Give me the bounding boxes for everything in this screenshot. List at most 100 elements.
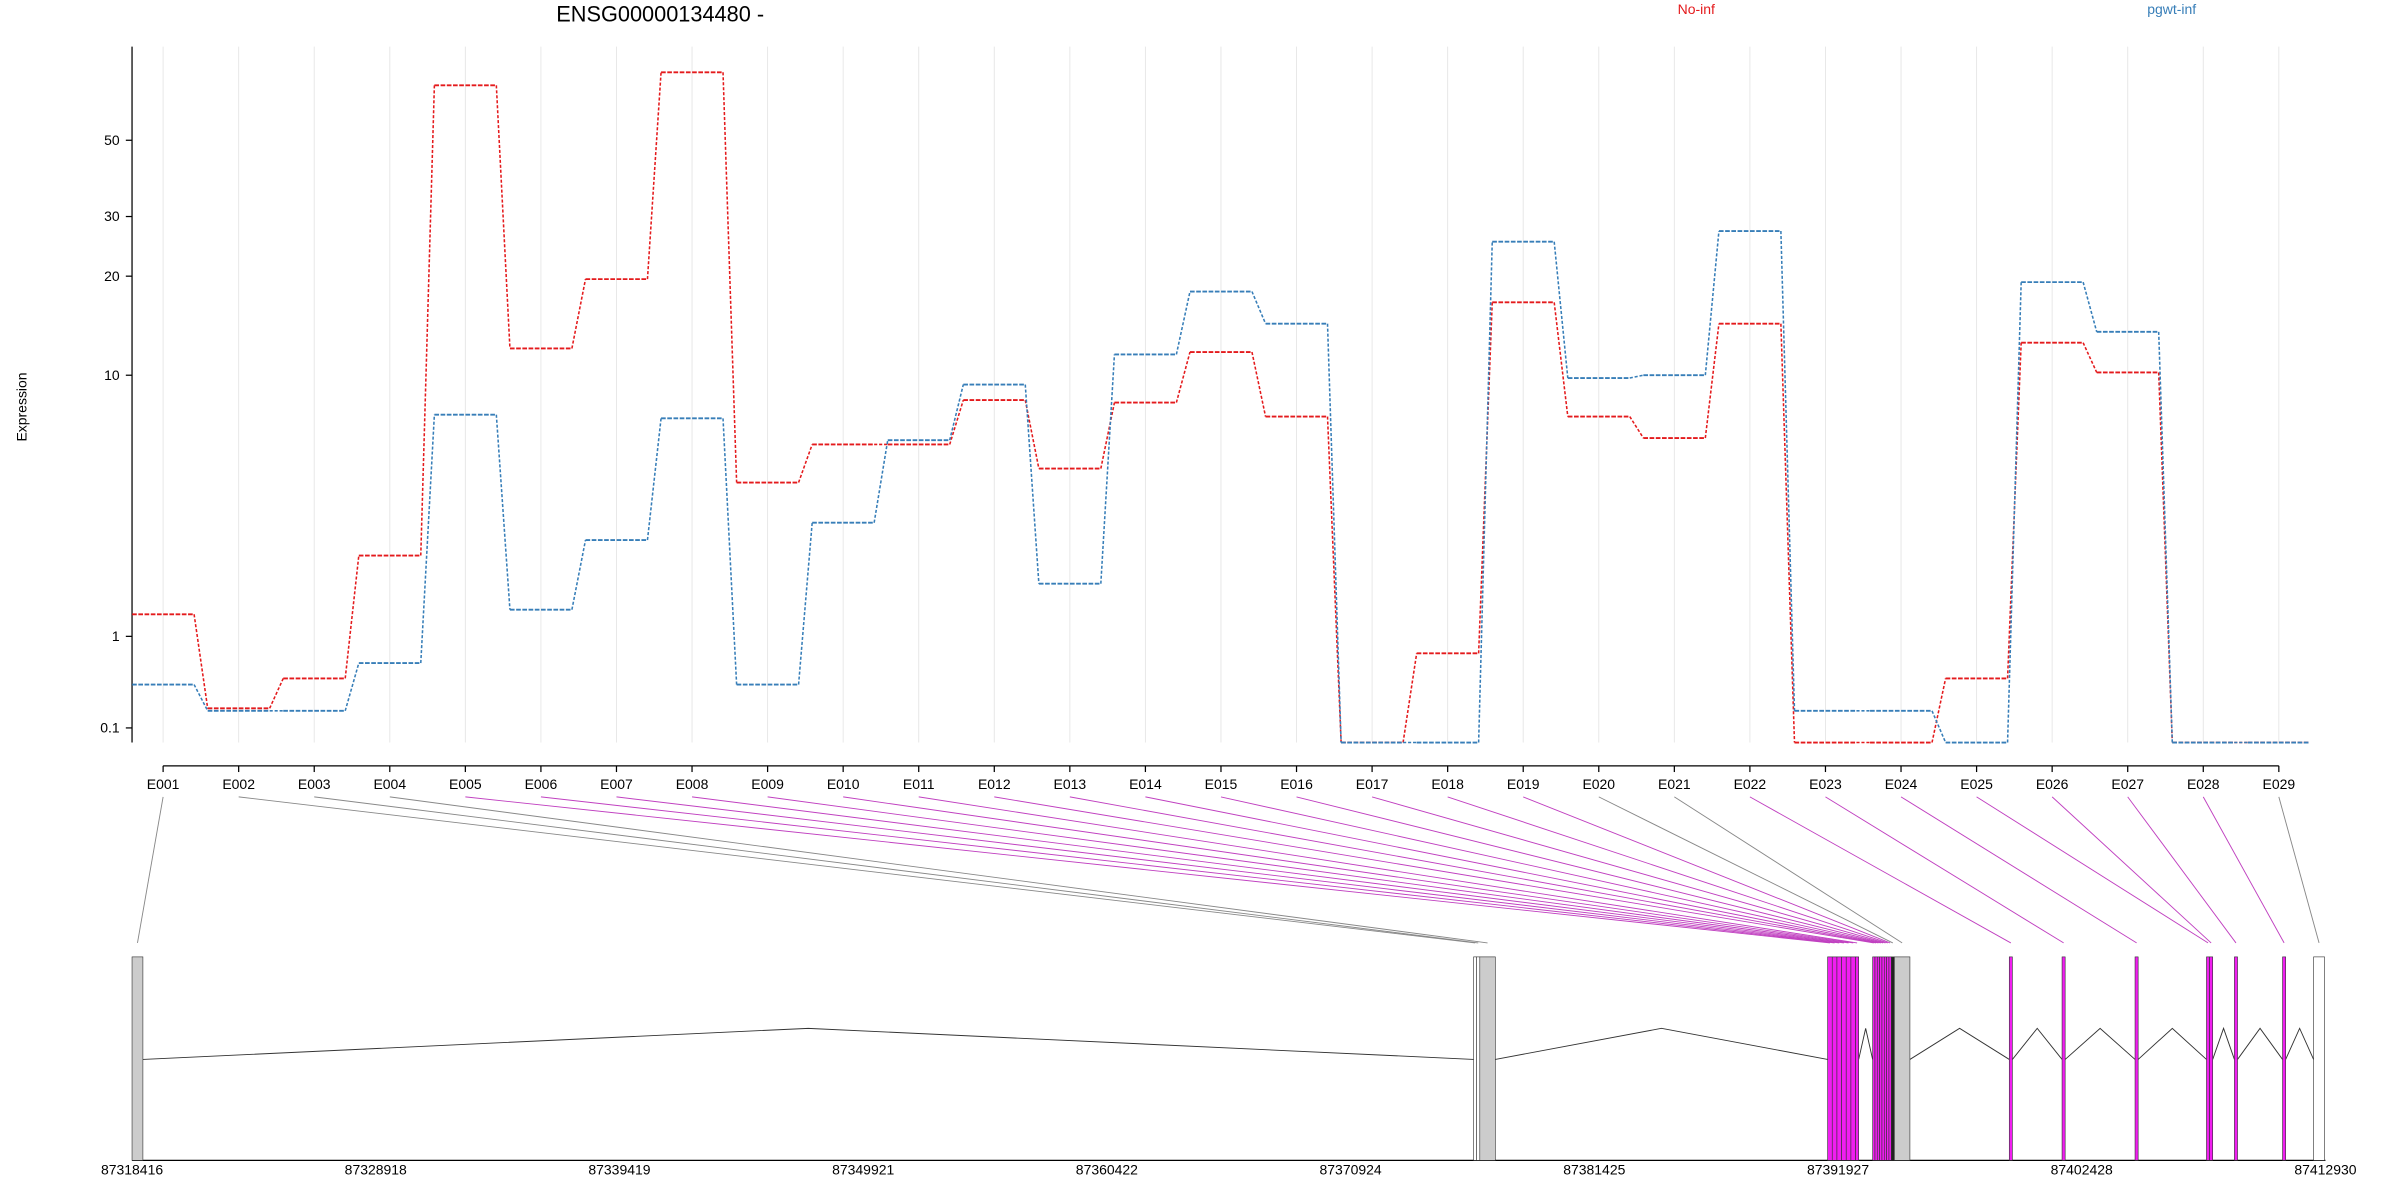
step-connector bbox=[1553, 302, 1569, 417]
bin-link bbox=[918, 796, 1858, 944]
exon-bin bbox=[1890, 956, 1895, 1161]
genome-tick-label: 87339419 bbox=[588, 1161, 650, 1177]
bin-link bbox=[1825, 796, 2064, 944]
exon-bin bbox=[1874, 956, 1878, 1161]
bin-link bbox=[691, 796, 1844, 944]
step-connector bbox=[1024, 384, 1040, 584]
x-tick-label: E008 bbox=[676, 776, 709, 792]
exon-bin bbox=[1876, 956, 1880, 1161]
step-connector bbox=[419, 85, 436, 556]
exon-bin bbox=[1841, 956, 1847, 1161]
step-connector bbox=[1326, 323, 1342, 743]
bin-link bbox=[1371, 796, 1886, 944]
step-connector bbox=[344, 662, 360, 712]
exon-bin bbox=[1883, 956, 1887, 1161]
step-connector bbox=[1175, 351, 1191, 403]
bin-link bbox=[843, 796, 1854, 944]
x-tick-label: E028 bbox=[2187, 776, 2220, 792]
step-connector bbox=[495, 85, 511, 349]
bin-link bbox=[616, 796, 1840, 944]
step-connector bbox=[646, 418, 662, 541]
bin-link bbox=[2202, 796, 2285, 944]
intron bbox=[142, 1027, 1474, 1060]
step-connector bbox=[1175, 291, 1191, 355]
bin-link bbox=[1976, 796, 2209, 944]
bin-link bbox=[1523, 796, 1891, 944]
exon-bin bbox=[1479, 956, 1496, 1161]
step-connector bbox=[646, 72, 662, 280]
genome-tick-label: 87360422 bbox=[1076, 1161, 1138, 1177]
exon-bin bbox=[2206, 956, 2210, 1161]
intron bbox=[2285, 1027, 2315, 1060]
genome-tick-label: 87328918 bbox=[345, 1161, 407, 1177]
bin-link bbox=[137, 796, 164, 943]
exon-bin bbox=[1476, 956, 1481, 1161]
step-connector bbox=[1251, 291, 1267, 324]
x-tick-label: E015 bbox=[1205, 776, 1238, 792]
step-connector bbox=[873, 440, 889, 523]
exon-bin bbox=[1894, 956, 1911, 1161]
genome-tick-label: 87370924 bbox=[1320, 1161, 1382, 1177]
exon-bin bbox=[1827, 956, 1833, 1161]
x-tick-label: E007 bbox=[600, 776, 633, 792]
x-tick-label: E027 bbox=[2111, 776, 2144, 792]
bin-link bbox=[465, 796, 1830, 944]
exon-bin bbox=[1881, 956, 1885, 1161]
genome-tick-label: 87318416 bbox=[101, 1161, 163, 1177]
x-tick-label: E004 bbox=[373, 776, 406, 792]
intron bbox=[2237, 1027, 2283, 1060]
step-connector bbox=[344, 555, 360, 679]
exon-bin bbox=[2234, 956, 2238, 1161]
step-connector bbox=[193, 614, 209, 709]
intron bbox=[2137, 1027, 2207, 1060]
exon-bin bbox=[1879, 956, 1883, 1161]
y-tick-label: 50 bbox=[104, 132, 120, 148]
y-tick-label: 30 bbox=[104, 208, 120, 224]
step-connector bbox=[2006, 342, 2022, 679]
x-tick-label: E009 bbox=[751, 776, 784, 792]
step-connector bbox=[193, 684, 209, 712]
bin-link bbox=[2127, 796, 2237, 944]
step-connector bbox=[571, 278, 587, 349]
exon-bin bbox=[2134, 956, 2139, 1161]
exon-bin bbox=[2282, 956, 2286, 1161]
exon-bin bbox=[2313, 956, 2325, 1161]
genome-tick-label: 87349921 bbox=[832, 1161, 894, 1177]
step-connector bbox=[1704, 323, 1720, 439]
genome-tick-label: 87391927 bbox=[1807, 1161, 1869, 1177]
intron bbox=[2212, 1026, 2235, 1060]
x-tick-label: E029 bbox=[2263, 776, 2296, 792]
step-connector bbox=[419, 414, 436, 664]
step-connector bbox=[948, 384, 965, 441]
x-tick-label: E018 bbox=[1431, 776, 1464, 792]
exon-bin bbox=[2209, 956, 2214, 1161]
step-connector bbox=[2006, 282, 2022, 743]
bin-link bbox=[1749, 796, 2012, 944]
x-tick-label: E003 bbox=[298, 776, 331, 792]
bin-link bbox=[1069, 796, 1877, 944]
step-connector bbox=[1251, 351, 1267, 417]
step-connector bbox=[1629, 374, 1644, 379]
step-connector bbox=[722, 72, 738, 483]
bin-link bbox=[540, 796, 1835, 944]
x-tick-label: E021 bbox=[1658, 776, 1691, 792]
x-tick-label: E022 bbox=[1734, 776, 1767, 792]
x-tick-label: E020 bbox=[1582, 776, 1615, 792]
x-tick-label: E023 bbox=[1809, 776, 1842, 792]
exon-bin bbox=[1872, 956, 1876, 1161]
step-connector bbox=[1100, 402, 1116, 469]
y-tick-label: 10 bbox=[104, 367, 120, 383]
y-tick-label: 0.1 bbox=[100, 720, 120, 736]
y-tick-label: 1 bbox=[112, 628, 120, 644]
x-tick-label: E025 bbox=[1960, 776, 1993, 792]
step-connector bbox=[2082, 281, 2098, 333]
bin-link bbox=[2278, 796, 2320, 944]
bin-link bbox=[994, 796, 1874, 944]
y-tick-label: 20 bbox=[104, 268, 120, 284]
exon-bin bbox=[1850, 956, 1856, 1161]
bin-link bbox=[2051, 796, 2212, 944]
legend-entry: pgwt-inf bbox=[2147, 1, 2196, 17]
x-tick-label: E001 bbox=[147, 776, 180, 792]
intron bbox=[2012, 1027, 2063, 1060]
